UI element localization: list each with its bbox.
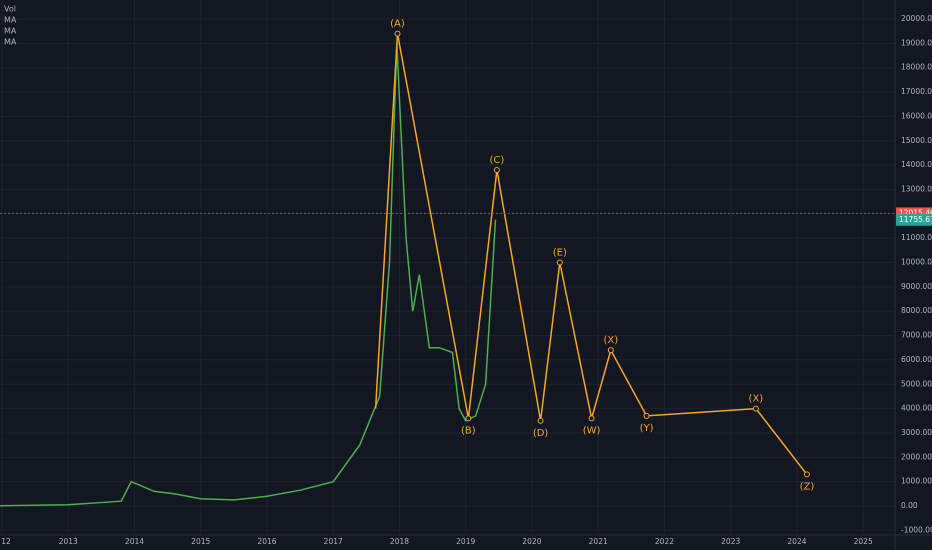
y-tick-label: 18000.00 (901, 63, 932, 72)
wave-label: (C) (489, 155, 504, 166)
wave-point (537, 417, 544, 424)
x-tick-label: 2020 (522, 537, 541, 546)
wave-label: (Z) (800, 481, 815, 492)
y-tick-label: 7000.00 (901, 331, 932, 340)
wave-point (493, 166, 500, 173)
x-tick-label: 2018 (390, 537, 409, 546)
x-tick-label: 2016 (257, 537, 276, 546)
wave-label: (D) (533, 428, 549, 439)
x-tick-label: 2025 (854, 537, 873, 546)
x-tick-label: 2017 (324, 537, 343, 546)
wave-label: (X) (749, 394, 764, 405)
y-tick-label: 6000.00 (901, 355, 932, 364)
y-tick-label: 2000.00 (901, 452, 932, 461)
y-tick-label: 17000.00 (901, 87, 932, 96)
series-line (396, 33, 808, 475)
wave-label: (E) (553, 248, 567, 259)
x-tick-label: 2023 (721, 537, 740, 546)
x-tick-label: 2024 (787, 537, 806, 546)
x-tick-label: 2022 (655, 537, 674, 546)
legend-item: MA (4, 27, 17, 36)
price-label-box (896, 213, 932, 226)
series-line (0, 43, 497, 507)
x-tick-label: 2014 (125, 537, 144, 546)
y-tick-label: 3000.00 (901, 428, 932, 437)
x-tick-label: 2019 (456, 537, 475, 546)
wave-point (752, 405, 759, 412)
wave-label: (X) (603, 335, 618, 346)
y-tick-label: -1000.00 (901, 525, 932, 534)
wave-label: (B) (461, 425, 476, 436)
y-tick-label: 16000.00 (901, 111, 932, 120)
y-tick-label: 20000.00 (901, 14, 932, 23)
y-tick-label: 11000.00 (901, 233, 932, 242)
y-tick-label: 15000.00 (901, 136, 932, 145)
wave-point (607, 347, 614, 354)
price-label: 11755.67 (899, 215, 932, 224)
legend-item: MA (4, 38, 17, 47)
legend-item: MA (4, 16, 17, 25)
wave-point (803, 471, 810, 478)
x-tick-label: 2021 (589, 537, 608, 546)
x-tick-label: 2015 (191, 537, 210, 546)
legend-item: Vol (4, 5, 16, 14)
y-tick-label: 1000.00 (901, 477, 932, 486)
wave-point (394, 30, 401, 37)
wave-point (588, 415, 595, 422)
x-tick-label: 12 (1, 537, 11, 546)
y-tick-label: 19000.00 (901, 38, 932, 47)
wave-label: (W) (583, 425, 601, 436)
y-tick-label: 0.00 (901, 501, 918, 510)
y-tick-label: 9000.00 (901, 282, 932, 291)
y-tick-label: 5000.00 (901, 379, 932, 388)
wave-point (465, 415, 472, 422)
wave-label: (A) (390, 19, 405, 30)
y-tick-label: 13000.00 (901, 184, 932, 193)
price-label: 12015.46 (899, 208, 932, 217)
y-tick-label: 10000.00 (901, 258, 932, 267)
wave-point (556, 259, 563, 266)
wave-label: (Y) (640, 423, 654, 434)
y-tick-label: 8000.00 (901, 306, 932, 315)
series-line (374, 33, 399, 409)
x-tick-label: 2013 (59, 537, 78, 546)
y-tick-label: 14000.00 (901, 160, 932, 169)
y-tick-label: 4000.00 (901, 404, 932, 413)
wave-point (643, 412, 650, 419)
